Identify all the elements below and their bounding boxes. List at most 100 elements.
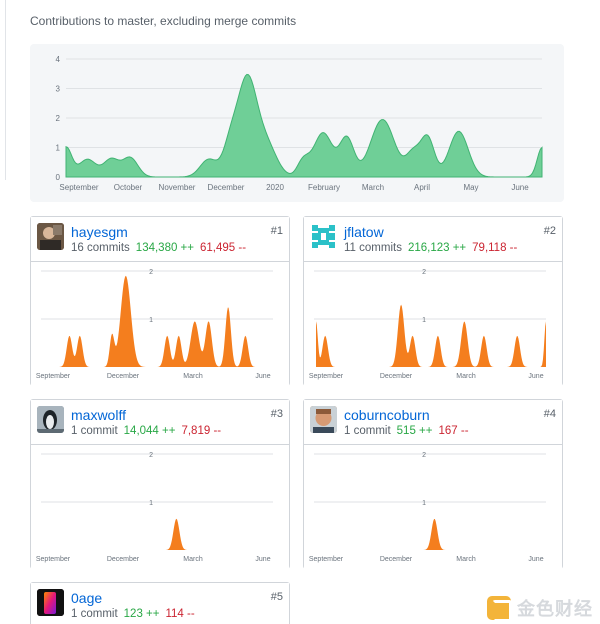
additions-count: 123 ++ [123, 608, 160, 620]
contributor-stats: 1 commit 515 ++ 167 -- [344, 425, 469, 437]
contributor-rank: #1 [270, 225, 283, 237]
contributor-graph: 1 2 September December March June [304, 262, 562, 387]
y-tick-label: 2 [149, 452, 153, 459]
x-tick-label: February [308, 183, 340, 192]
series-area [316, 304, 546, 367]
avatar-gradient-icon [37, 589, 64, 616]
y-tick-label: 0 [56, 173, 61, 182]
deletions-count: 167 -- [438, 425, 469, 437]
additions-count: 216,123 ++ [407, 242, 467, 254]
x-tick-label: September [309, 373, 344, 380]
contributor-stats: 1 commit 123 ++ 114 -- [71, 608, 195, 620]
x-tick-label: September [309, 556, 344, 563]
commit-count[interactable]: 11 commits [344, 242, 402, 254]
x-tick-label: December [380, 556, 413, 563]
additions-count: 515 ++ [396, 425, 433, 437]
deletions-count: 7,819 -- [181, 425, 222, 437]
y-tick-label: 2 [149, 269, 153, 276]
contributor-header: coburncoburn 1 commit 515 ++ 167 -- #4 [304, 400, 562, 445]
y-tick-label: 2 [422, 269, 426, 276]
y-tick-label: 1 [149, 500, 153, 507]
x-tick-label: March [183, 556, 203, 563]
contributor-chart-svg: 1 2 September December March June [309, 269, 546, 380]
contributor-login[interactable]: hayesgm [71, 224, 128, 240]
x-tick-label: June [511, 183, 529, 192]
contributor-chart-svg: 1 2 September December March June [309, 452, 546, 563]
contributor-login[interactable]: jflatow [344, 224, 384, 240]
x-tick-label: March [183, 373, 203, 380]
contributor-rank: #5 [270, 591, 283, 603]
x-tick-label: November [159, 183, 196, 192]
x-tick-label: September [36, 556, 71, 563]
contributor-rank: #3 [270, 408, 283, 420]
series-area [316, 519, 546, 550]
identicon-avatar-icon [310, 223, 337, 250]
main-chart-svg: 0 1 2 3 4 September October November December 202… [56, 55, 543, 192]
avatar-photo-icon [310, 406, 337, 433]
avatar[interactable] [37, 406, 64, 433]
x-tick-label: March [456, 373, 476, 380]
additions-count: 14,044 ++ [123, 425, 176, 437]
x-tick-label: June [255, 556, 270, 563]
x-tick-label: April [414, 183, 430, 192]
y-tick-label: 3 [56, 85, 61, 94]
y-tick-label: 4 [56, 55, 61, 64]
y-tick-label: 2 [422, 452, 426, 459]
deletions-count: 79,118 -- [472, 242, 518, 254]
avatar[interactable] [37, 589, 64, 616]
x-tick-label: June [528, 556, 543, 563]
x-tick-label: March [456, 556, 476, 563]
commit-count[interactable]: 1 commit [71, 608, 118, 620]
avatar[interactable] [310, 223, 337, 250]
x-tick-label: September [36, 373, 71, 380]
deletions-count: 114 -- [165, 608, 195, 620]
x-tick-label: June [528, 373, 543, 380]
contributor-header: hayesgm 16 commits 134,380 ++ 61,495 -- #1 [31, 217, 289, 262]
contributor-rank: #2 [543, 225, 556, 237]
contributor-header: maxwolff 1 commit 14,044 ++ 7,819 -- #3 [31, 400, 289, 445]
contributor-card: hayesgm 16 commits 134,380 ++ 61,495 -- #1… [30, 216, 290, 387]
contributor-header: jflatow 11 commits 216,123 ++ 79,118 -- #2 [304, 217, 562, 262]
y-tick-label: 1 [149, 317, 153, 324]
contributor-card: maxwolff 1 commit 14,044 ++ 7,819 -- #3 1 2… [30, 399, 290, 570]
series-area [65, 73, 543, 178]
contributor-graph: 1 2 September December March June [31, 262, 289, 387]
contributor-login[interactable]: 0age [71, 590, 103, 606]
contributor-stats: 1 commit 14,044 ++ 7,819 -- [71, 425, 221, 437]
left-border [0, 0, 6, 180]
y-tick-label: 1 [422, 500, 426, 507]
contributor-card: jflatow 11 commits 216,123 ++ 79,118 -- #2… [303, 216, 563, 387]
additions-count: 134,380 ++ [135, 242, 194, 254]
x-tick-label: December [380, 373, 413, 380]
deletions-count: 61,495 -- [200, 242, 247, 254]
watermark: 金色财经 [487, 595, 593, 622]
main-contribution-graph: 0 1 2 3 4 September October November December 202… [30, 44, 564, 202]
y-tick-label: 2 [56, 114, 61, 123]
commit-count[interactable]: 1 commit [344, 425, 391, 437]
contributor-rank: #4 [543, 408, 556, 420]
contributor-login[interactable]: maxwolff [71, 407, 126, 423]
series-area [43, 275, 273, 367]
avatar[interactable] [310, 406, 337, 433]
x-tick-label: June [255, 373, 270, 380]
avatar-photo-icon [37, 406, 64, 433]
x-tick-label: October [114, 183, 143, 192]
contributor-chart-svg: 1 2 September December March June [36, 269, 273, 380]
x-tick-label: May [463, 183, 478, 192]
contributor-graph: 1 2 September December March June [31, 445, 289, 570]
commit-count[interactable]: 16 commits [71, 242, 130, 254]
contributor-login[interactable]: coburncoburn [344, 407, 430, 423]
x-tick-label: September [59, 183, 98, 192]
watermark-text: 金色财经 [517, 599, 593, 619]
watermark-logo-icon [487, 596, 512, 622]
contributor-chart-svg: 1 2 September December March June [36, 452, 273, 563]
x-tick-label: December [107, 556, 140, 563]
contributor-stats: 11 commits 216,123 ++ 79,118 -- [344, 242, 517, 254]
contributor-card: coburncoburn 1 commit 515 ++ 167 -- #4 1 2 S… [303, 399, 563, 570]
contributor-graph: 1 2 September December March June [304, 445, 562, 570]
graph-caption: Contributions to master, excluding merge… [30, 14, 297, 28]
avatar-photo-icon [37, 223, 64, 250]
y-tick-label: 1 [56, 144, 61, 153]
commit-count[interactable]: 1 commit [71, 425, 118, 437]
avatar[interactable] [37, 223, 64, 250]
